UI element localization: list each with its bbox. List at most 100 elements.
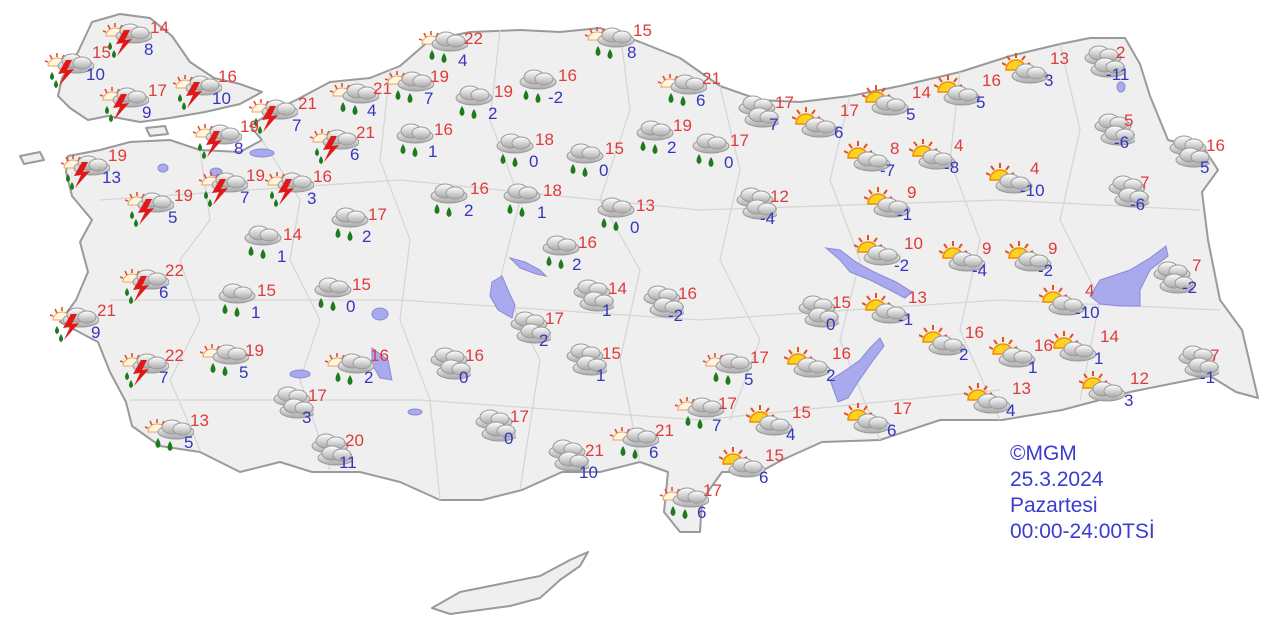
min-temperature: 4	[458, 51, 468, 70]
min-temperature: 6	[759, 468, 769, 487]
max-temperature: 17	[510, 407, 529, 426]
sun-cloud-rain-icon	[199, 339, 250, 379]
max-temperature: 5	[1124, 111, 1134, 130]
partly-cloudy-icon	[988, 334, 1039, 374]
max-temperature: 15	[765, 446, 784, 465]
min-temperature: 8	[144, 40, 154, 59]
lake-egirdir	[508, 257, 548, 277]
min-temperature: 9	[142, 103, 152, 122]
min-temperature: 1	[277, 247, 287, 266]
partly-cloudy-icon	[863, 184, 914, 224]
rain-icon	[512, 66, 562, 106]
sun-cloud-rain-icon	[418, 26, 469, 66]
min-temperature: 3	[1044, 71, 1054, 90]
thunderstorm-icon	[119, 264, 170, 304]
cloudy-icon	[421, 346, 474, 386]
max-temperature: 15	[832, 293, 851, 312]
lake	[407, 408, 423, 416]
max-temperature: 15	[92, 43, 111, 62]
max-temperature: 15	[602, 344, 621, 363]
partly-cloudy-icon	[861, 82, 912, 122]
cloudy-icon	[466, 408, 519, 448]
rain-icon	[307, 274, 357, 314]
min-temperature: -4	[760, 209, 776, 228]
min-temperature: 1	[1028, 358, 1038, 377]
partly-cloudy-icon	[938, 238, 989, 278]
lake	[371, 347, 393, 381]
max-temperature: 21	[702, 69, 721, 88]
max-temperature: 14	[150, 18, 169, 37]
max-temperature: 13	[636, 196, 655, 215]
sun-cloud-rain-icon	[659, 482, 710, 522]
sun-cloud-rain-icon	[657, 69, 708, 109]
max-temperature: 9	[907, 183, 917, 202]
min-temperature: -7	[880, 161, 896, 180]
max-temperature: 10	[904, 234, 923, 253]
thunderstorm-icon	[248, 94, 299, 134]
lakes	[157, 81, 1169, 416]
cloudy-icon	[789, 294, 842, 334]
max-temperature: 7	[1210, 346, 1220, 365]
min-temperature: 5	[744, 370, 754, 389]
max-temperature: 17	[893, 399, 912, 418]
min-temperature: 6	[834, 123, 844, 142]
cyprus	[431, 551, 589, 615]
max-temperature: 21	[298, 94, 317, 113]
max-temperature: 21	[356, 123, 375, 142]
min-temperature: 6	[697, 503, 707, 522]
max-temperature: 17	[148, 81, 167, 100]
thunderstorm-icon	[192, 119, 243, 159]
sun-cloud-rain-icon	[324, 348, 375, 388]
rain-icon	[448, 82, 498, 122]
min-temperature: 5	[239, 363, 249, 382]
partly-cloudy-icon	[1038, 282, 1089, 322]
max-temperature: 8	[890, 139, 900, 158]
min-temperature: 2	[488, 104, 498, 123]
max-temperature: 19	[430, 67, 449, 86]
min-temperature: -2	[548, 88, 564, 107]
min-temperature: 8	[234, 139, 244, 158]
thunderstorm-icon	[102, 18, 153, 58]
min-temperature: 0	[826, 315, 836, 334]
partly-cloudy-icon	[985, 160, 1036, 200]
partly-cloudy-icon	[933, 72, 984, 112]
thunderstorm-icon	[44, 48, 95, 88]
min-temperature: 3	[307, 189, 317, 208]
max-temperature: 7	[1140, 173, 1150, 192]
max-temperature: 19	[245, 341, 264, 360]
cloudy-icon	[634, 284, 687, 324]
max-temperature: 13	[1050, 49, 1069, 68]
max-temperature: 15	[633, 21, 652, 40]
min-temperature: -6	[1114, 133, 1130, 152]
min-temperature: 4	[1006, 401, 1016, 420]
max-temperature: 9	[982, 239, 992, 258]
min-temperature: 6	[159, 283, 169, 302]
lake	[249, 148, 275, 158]
partly-cloudy-icon	[783, 344, 834, 384]
min-temperature: 2	[539, 331, 549, 350]
min-temperature: 5	[906, 105, 916, 124]
min-temperature: 10	[86, 65, 105, 84]
partly-cloudy-icon	[843, 138, 894, 178]
min-temperature: 9	[91, 323, 101, 342]
lake	[289, 369, 311, 379]
max-temperature: 17	[750, 348, 769, 367]
max-temperature: 2	[1116, 43, 1126, 62]
max-temperature: 16	[578, 233, 597, 252]
min-temperature: 7	[159, 368, 169, 387]
lake-beysehir	[489, 275, 516, 319]
max-temperature: 13	[190, 411, 209, 430]
lake	[1116, 81, 1126, 93]
max-temperature: 21	[655, 421, 674, 440]
island	[19, 151, 45, 165]
max-temperature: 19	[174, 186, 193, 205]
min-temperature: 13	[102, 168, 121, 187]
min-temperature: 2	[464, 201, 474, 220]
sun-cloud-rain-icon	[674, 392, 725, 432]
max-temperature: 17	[368, 205, 387, 224]
ataturk-dam-lake	[829, 337, 885, 403]
sun-cloud-rain-icon	[384, 66, 435, 106]
cloudy-icon	[1085, 112, 1138, 152]
max-temperature: 15	[352, 275, 371, 294]
rain-icon	[685, 130, 735, 170]
